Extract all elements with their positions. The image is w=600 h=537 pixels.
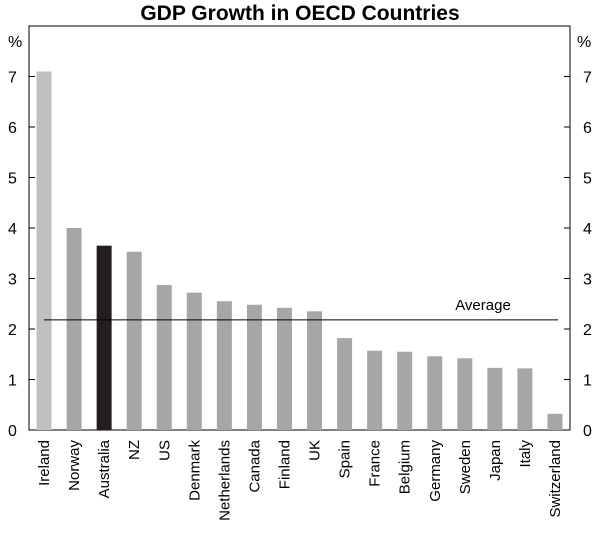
x-label-sweden: Sweden: [457, 440, 474, 494]
x-label-france: France: [367, 440, 384, 487]
y-tick-label-left: 3: [8, 272, 17, 289]
x-label-canada: Canada: [246, 439, 263, 492]
bar-norway: [66, 228, 82, 430]
bar-uk: [307, 311, 323, 430]
y-tick-label-right: 6: [583, 120, 592, 137]
x-label-spain: Spain: [337, 440, 354, 478]
x-labels: Ireland Norway Australia NZ US Denmark Netherl…: [36, 439, 564, 521]
y-tick-label-left: 0: [8, 423, 17, 440]
x-label-norway: Norway: [66, 440, 83, 491]
bar-us: [156, 285, 172, 430]
y-unit-left: %: [8, 34, 22, 51]
bar-italy: [517, 368, 533, 430]
x-label-netherlands: Netherlands: [216, 440, 233, 521]
bar-spain: [337, 338, 353, 430]
bar-finland: [276, 307, 292, 430]
x-label-denmark: Denmark: [186, 440, 203, 501]
y-tick-label-right: 5: [583, 171, 592, 188]
bar-netherlands: [216, 301, 232, 430]
x-label-ireland: Ireland: [36, 440, 53, 486]
chart-title: GDP Growth in OECD Countries: [140, 2, 459, 25]
y-tick-label-right: 1: [583, 373, 592, 390]
bar-nz: [126, 251, 142, 430]
x-label-finland: Finland: [276, 440, 293, 489]
bar-germany: [427, 356, 443, 430]
y-tick-label-left: 2: [8, 322, 17, 339]
y-ticks-right: 0 1 2 3 4 5 6 7: [564, 70, 592, 440]
x-label-switzerland: Switzerland: [547, 440, 564, 518]
bar-canada: [246, 304, 262, 430]
x-label-belgium: Belgium: [397, 440, 414, 494]
bar-ireland: [36, 71, 52, 430]
bars: [36, 71, 563, 430]
y-tick-label-right: 7: [583, 70, 592, 87]
x-label-australia: Australia: [96, 439, 113, 498]
y-tick-label-right: 4: [583, 221, 592, 238]
bar-switzerland: [547, 413, 563, 430]
y-tick-label-left: 6: [8, 120, 17, 137]
x-label-us: US: [156, 440, 173, 461]
bar-sweden: [457, 358, 473, 430]
y-tick-label-left: 4: [8, 221, 17, 238]
x-label-italy: Italy: [517, 440, 534, 468]
average-label: Average: [455, 297, 511, 314]
bar-denmark: [186, 292, 202, 430]
y-tick-label-left: 5: [8, 171, 17, 188]
x-label-nz: NZ: [126, 440, 143, 460]
bar-japan: [487, 367, 503, 430]
bar-belgium: [397, 351, 413, 430]
bar-france: [367, 350, 383, 430]
y-tick-label-left: 7: [8, 70, 17, 87]
y-ticks-left: 0 1 2 3 4 5 6 7: [8, 70, 35, 440]
y-unit-right: %: [577, 34, 591, 51]
y-tick-label-left: 1: [8, 373, 17, 390]
y-tick-label-right: 2: [583, 322, 592, 339]
x-label-uk: UK: [307, 440, 324, 461]
bar-australia: [96, 245, 112, 430]
y-tick-label-right: 3: [583, 272, 592, 289]
x-label-japan: Japan: [487, 440, 504, 481]
y-tick-label-right: 0: [583, 423, 592, 440]
x-label-germany: Germany: [427, 440, 444, 502]
